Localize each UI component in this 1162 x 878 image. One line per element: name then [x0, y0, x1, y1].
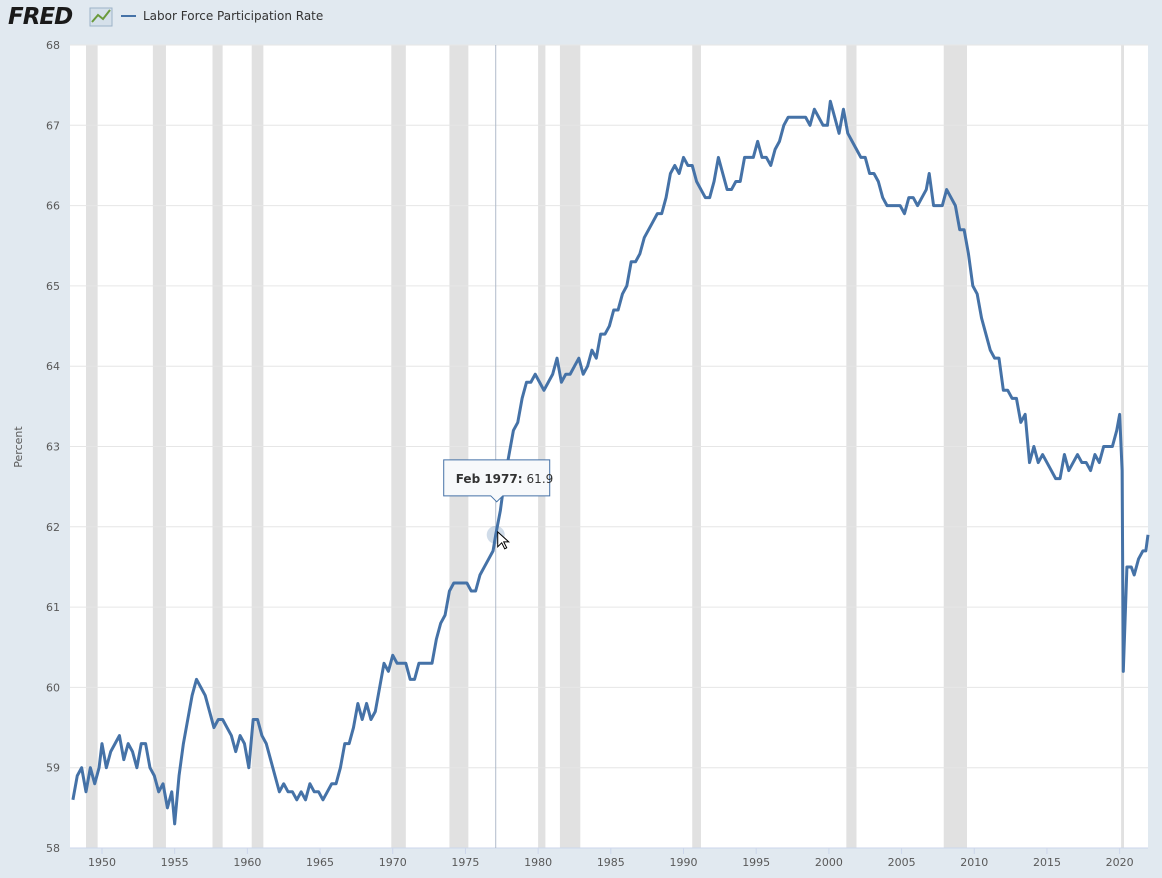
- tooltip-text: Feb 1977: 61.9: [456, 472, 554, 486]
- x-tick-label: 1955: [161, 856, 189, 869]
- x-tick-label: 1960: [233, 856, 261, 869]
- tooltip-value: 61.9: [527, 472, 554, 486]
- x-tick-label: 1965: [306, 856, 334, 869]
- y-tick-label: 61: [46, 601, 60, 614]
- tooltip-box: [443, 459, 551, 503]
- data-line: [71, 99, 1150, 826]
- cursor: [497, 530, 511, 550]
- x-tick-label: 2010: [960, 856, 988, 869]
- x-tick-label: 1950: [88, 856, 116, 869]
- y-tick-label: 58: [46, 842, 60, 855]
- legend-label: Labor Force Participation Rate: [143, 9, 323, 23]
- logo-icon: [89, 7, 113, 27]
- x-tick-label: 1990: [670, 856, 698, 869]
- y-tick-label: 63: [46, 441, 60, 454]
- tooltip-date: Feb 1977:: [456, 472, 523, 486]
- x-tick-label: 1985: [597, 856, 625, 869]
- y-tick-label: 64: [46, 360, 60, 373]
- y-tick-label: 66: [46, 200, 60, 213]
- y-tick-label: 60: [46, 681, 60, 694]
- y-tick-label: 62: [46, 521, 60, 534]
- x-tick-label: 2020: [1106, 856, 1134, 869]
- logo[interactable]: FRED: [8, 4, 74, 30]
- x-tick-label: 1995: [742, 856, 770, 869]
- x-tick-label: 2000: [815, 856, 843, 869]
- x-tick-label: 1980: [524, 856, 552, 869]
- x-tick-label: 2015: [1033, 856, 1061, 869]
- y-axis-label: Percent: [12, 426, 25, 468]
- x-tick-label: 1975: [451, 856, 479, 869]
- y-tick-label: 59: [46, 762, 60, 775]
- y-tick-label: 65: [46, 280, 60, 293]
- x-tick-label: 1970: [379, 856, 407, 869]
- x-tick-label: 2005: [888, 856, 916, 869]
- y-tick-label: 68: [46, 39, 60, 52]
- y-tick-label: 67: [46, 119, 60, 132]
